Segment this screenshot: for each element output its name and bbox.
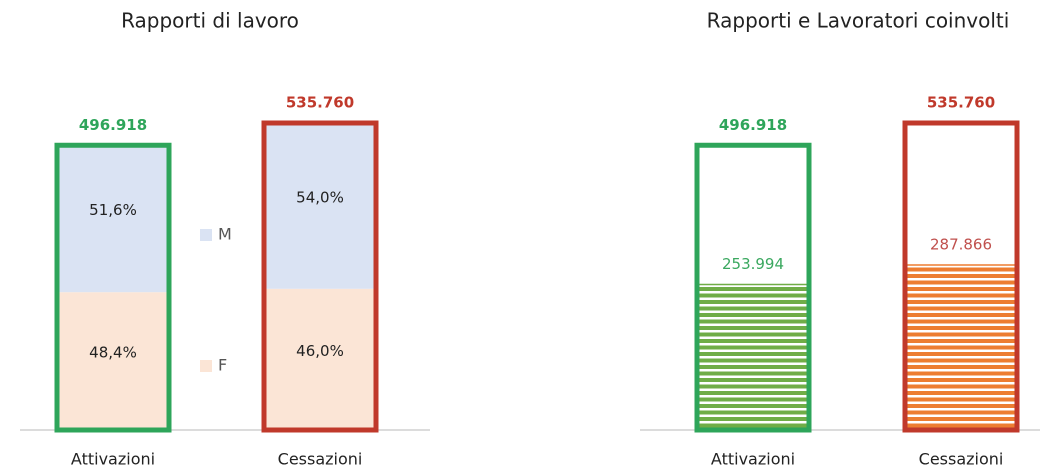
total-label: 496.918 xyxy=(79,116,147,134)
segment-label: 54,0% xyxy=(296,188,344,206)
total-label: 535.760 xyxy=(286,94,354,112)
total-label: 496.918 xyxy=(719,116,787,134)
value-label: 287.866 xyxy=(930,236,992,254)
x-tick-label: Attivazioni xyxy=(71,450,155,469)
legend-swatch xyxy=(200,360,212,372)
bar-segment xyxy=(57,292,169,430)
segment-label: 51,6% xyxy=(89,201,137,219)
segment-label: 46,0% xyxy=(296,342,344,360)
segment-label: 48,4% xyxy=(89,344,137,362)
bar-segment xyxy=(264,123,376,289)
bar-outline xyxy=(54,142,172,433)
bar-outline xyxy=(902,120,1020,433)
chart-title: Rapporti di lavoro xyxy=(121,9,299,33)
bar xyxy=(697,284,809,430)
legend-swatch xyxy=(200,229,212,241)
bar-outline xyxy=(694,142,812,433)
bar xyxy=(905,265,1017,430)
bar-segment xyxy=(264,288,376,430)
x-tick-label: Cessazioni xyxy=(919,450,1004,469)
bar-segment xyxy=(57,145,169,293)
x-tick-label: Cessazioni xyxy=(278,450,363,469)
legend-label: F xyxy=(218,356,227,375)
legend-label: M xyxy=(218,225,232,244)
value-label: 253.994 xyxy=(722,255,784,273)
total-label: 535.760 xyxy=(927,94,995,112)
chart-title: Rapporti e Lavoratori coinvolti xyxy=(707,9,1010,33)
bar-outline xyxy=(261,120,379,433)
x-tick-label: Attivazioni xyxy=(711,450,795,469)
